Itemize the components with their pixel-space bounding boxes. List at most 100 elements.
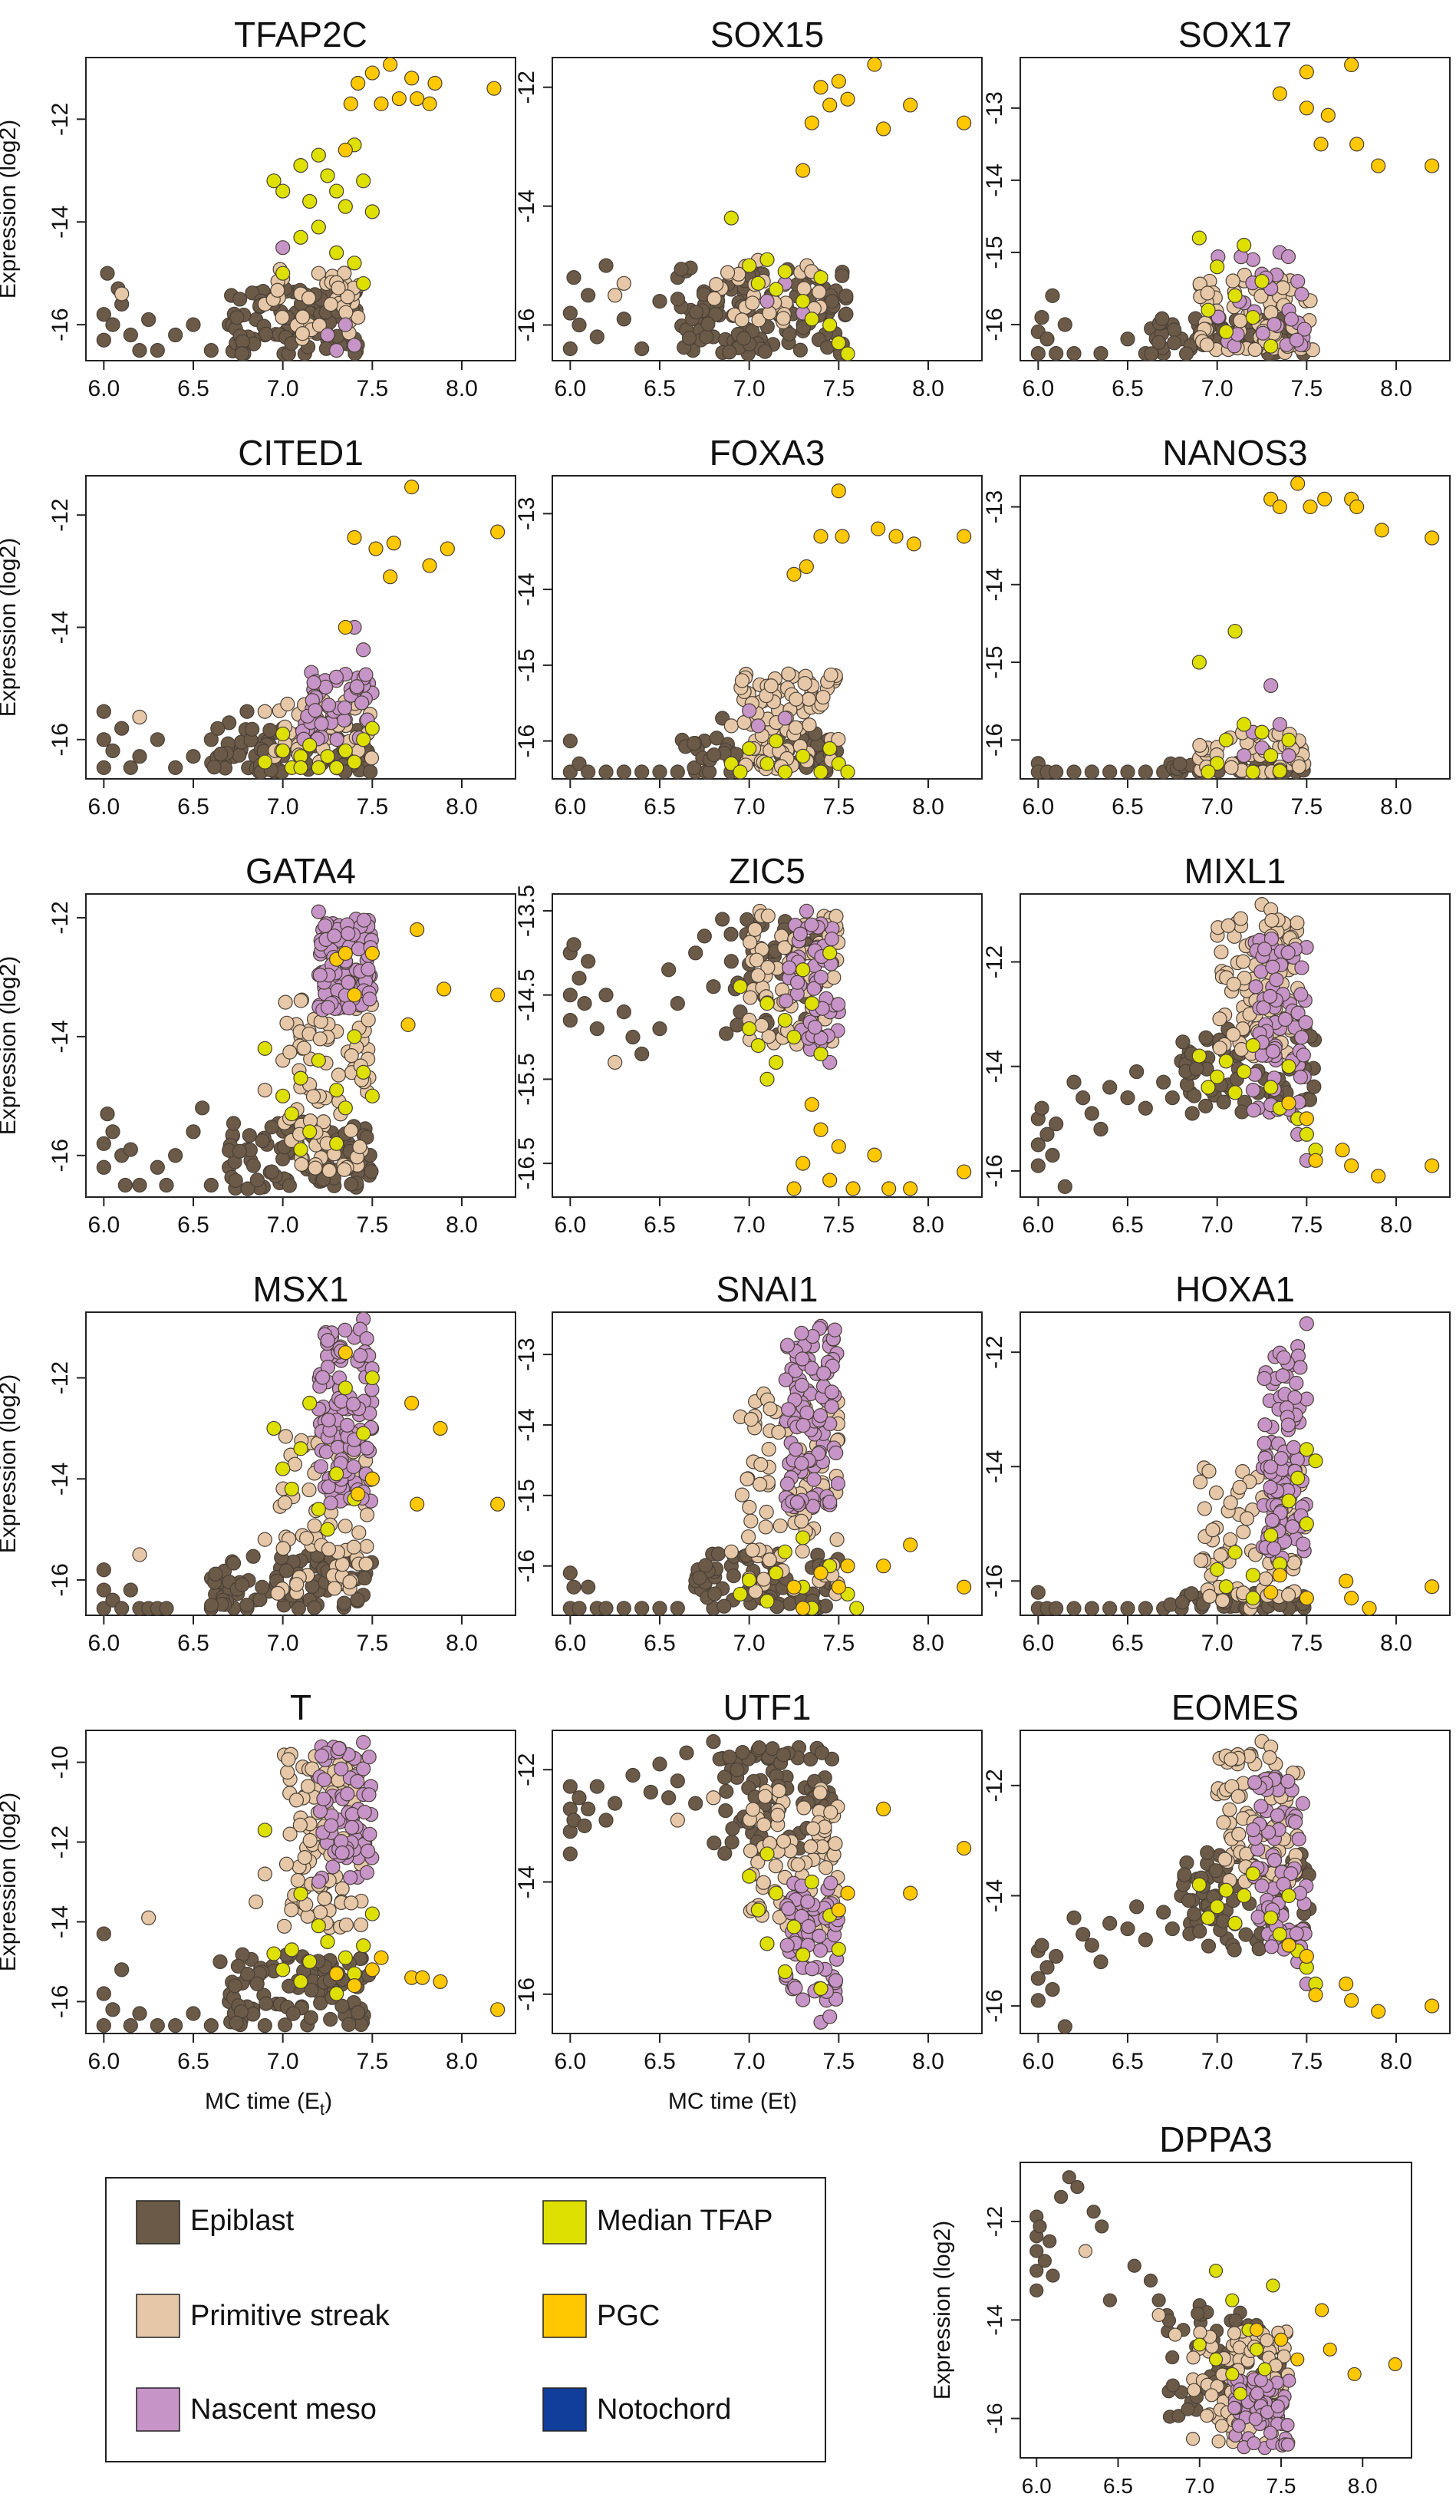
data-point xyxy=(1215,1593,1230,1608)
legend-label-pgc: PGC xyxy=(597,2300,660,2332)
y-tick-label: -16 xyxy=(514,1977,539,2010)
data-point xyxy=(361,1787,377,1803)
data-point xyxy=(1093,1954,1108,1970)
data-point xyxy=(1247,341,1263,358)
data-point xyxy=(1232,1479,1247,1495)
data-point xyxy=(1045,1981,1060,1997)
data-point xyxy=(114,286,130,302)
data-point xyxy=(257,704,272,719)
data-point xyxy=(1280,249,1296,265)
data-point xyxy=(796,962,811,978)
x-tick-label: 8.0 xyxy=(446,1212,478,1238)
data-point xyxy=(1349,499,1365,515)
data-point xyxy=(1290,2352,1305,2367)
data-point xyxy=(328,669,344,684)
y-tick-label: -14 xyxy=(982,1879,1007,1912)
data-point xyxy=(804,1097,819,1112)
data-point xyxy=(1296,1536,1311,1552)
data-point xyxy=(692,1570,707,1585)
data-point xyxy=(756,1817,772,1832)
data-point xyxy=(751,312,766,328)
data-point xyxy=(1165,2378,1180,2393)
data-point xyxy=(213,747,229,762)
x-tick-label: 7.0 xyxy=(1201,794,1234,820)
data-point xyxy=(1272,1568,1287,1583)
y-tick-label: -15 xyxy=(514,648,539,681)
x-tick-label: 6.0 xyxy=(554,376,586,401)
data-point xyxy=(150,2018,165,2033)
data-point xyxy=(786,566,802,582)
data-point xyxy=(1257,1436,1272,1451)
data-point xyxy=(282,1178,297,1193)
data-point xyxy=(1315,2303,1329,2317)
data-point xyxy=(1045,1147,1060,1163)
data-point xyxy=(957,1579,972,1595)
data-point xyxy=(794,1513,809,1529)
data-point xyxy=(1192,737,1207,753)
data-point xyxy=(715,912,730,927)
data-point xyxy=(320,1000,336,1015)
y-tick-label: -14 xyxy=(514,572,539,605)
data-point xyxy=(1320,107,1336,123)
data-point xyxy=(1250,2323,1264,2337)
data-point xyxy=(356,173,371,189)
data-point xyxy=(301,290,317,305)
data-point xyxy=(1280,945,1296,961)
data-point xyxy=(823,1805,838,1820)
data-point xyxy=(275,726,291,742)
data-point xyxy=(1227,288,1243,303)
x-tick-label: 7.0 xyxy=(1201,1212,1234,1238)
data-point xyxy=(1267,1541,1282,1556)
plot-frame xyxy=(1020,893,1451,1198)
data-point xyxy=(1030,1585,1046,1600)
data-point xyxy=(293,1886,308,1902)
data-point xyxy=(822,1494,838,1509)
chart-cited1: CITED1 6.0 6.5 7.0 7.5 8.0 -16 -14 -12 Expression… xyxy=(0,433,516,820)
data-point xyxy=(679,1745,694,1760)
data-point xyxy=(1049,345,1064,361)
data-point xyxy=(282,1044,298,1060)
x-tick-label: 7.0 xyxy=(733,376,766,401)
data-point xyxy=(362,1826,377,1842)
data-point xyxy=(490,524,506,539)
data-point xyxy=(1177,1867,1192,1882)
data-point xyxy=(278,1856,295,1872)
series-nascent-meso xyxy=(295,619,380,747)
chart-title: SOX15 xyxy=(710,15,824,54)
data-point xyxy=(227,1978,243,1994)
data-point xyxy=(1236,1524,1251,1539)
data-point xyxy=(288,1793,305,1808)
data-point xyxy=(311,1874,327,1889)
data-point xyxy=(338,1917,354,1933)
data-point xyxy=(203,2018,219,2033)
data-point xyxy=(822,1054,838,1070)
data-point xyxy=(1291,1832,1306,1847)
data-point xyxy=(1039,331,1055,347)
data-point xyxy=(337,1162,352,1177)
data-point xyxy=(1030,1971,1046,1986)
data-point xyxy=(1030,345,1046,361)
data-point xyxy=(1179,1855,1194,1871)
data-point xyxy=(383,57,398,72)
data-point xyxy=(329,1082,344,1098)
chart-tfap2c: TFAP2C 6.0 6.5 7.0 7.5 8.0 -16 -14 -12 Expression… xyxy=(0,15,516,401)
data-point xyxy=(338,1100,353,1116)
data-point xyxy=(786,1579,802,1595)
x-tick-label: 7.5 xyxy=(822,1631,855,1656)
data-point xyxy=(234,346,249,361)
data-point xyxy=(203,1177,219,1193)
data-point xyxy=(1030,1158,1046,1173)
x-tick-label: 6.0 xyxy=(554,2049,586,2074)
data-point xyxy=(257,2018,272,2033)
y-axis-label: Expression (log2) xyxy=(0,538,21,717)
data-point xyxy=(828,1973,844,1988)
data-point xyxy=(1227,1915,1243,1931)
data-point xyxy=(275,1461,291,1476)
data-point xyxy=(338,1345,353,1361)
data-point xyxy=(1076,1927,1091,1942)
data-point xyxy=(1349,137,1365,152)
data-point xyxy=(1199,337,1214,352)
x-tick-label: 7.0 xyxy=(1201,1631,1234,1656)
data-point xyxy=(262,722,278,738)
data-point xyxy=(716,1598,732,1614)
